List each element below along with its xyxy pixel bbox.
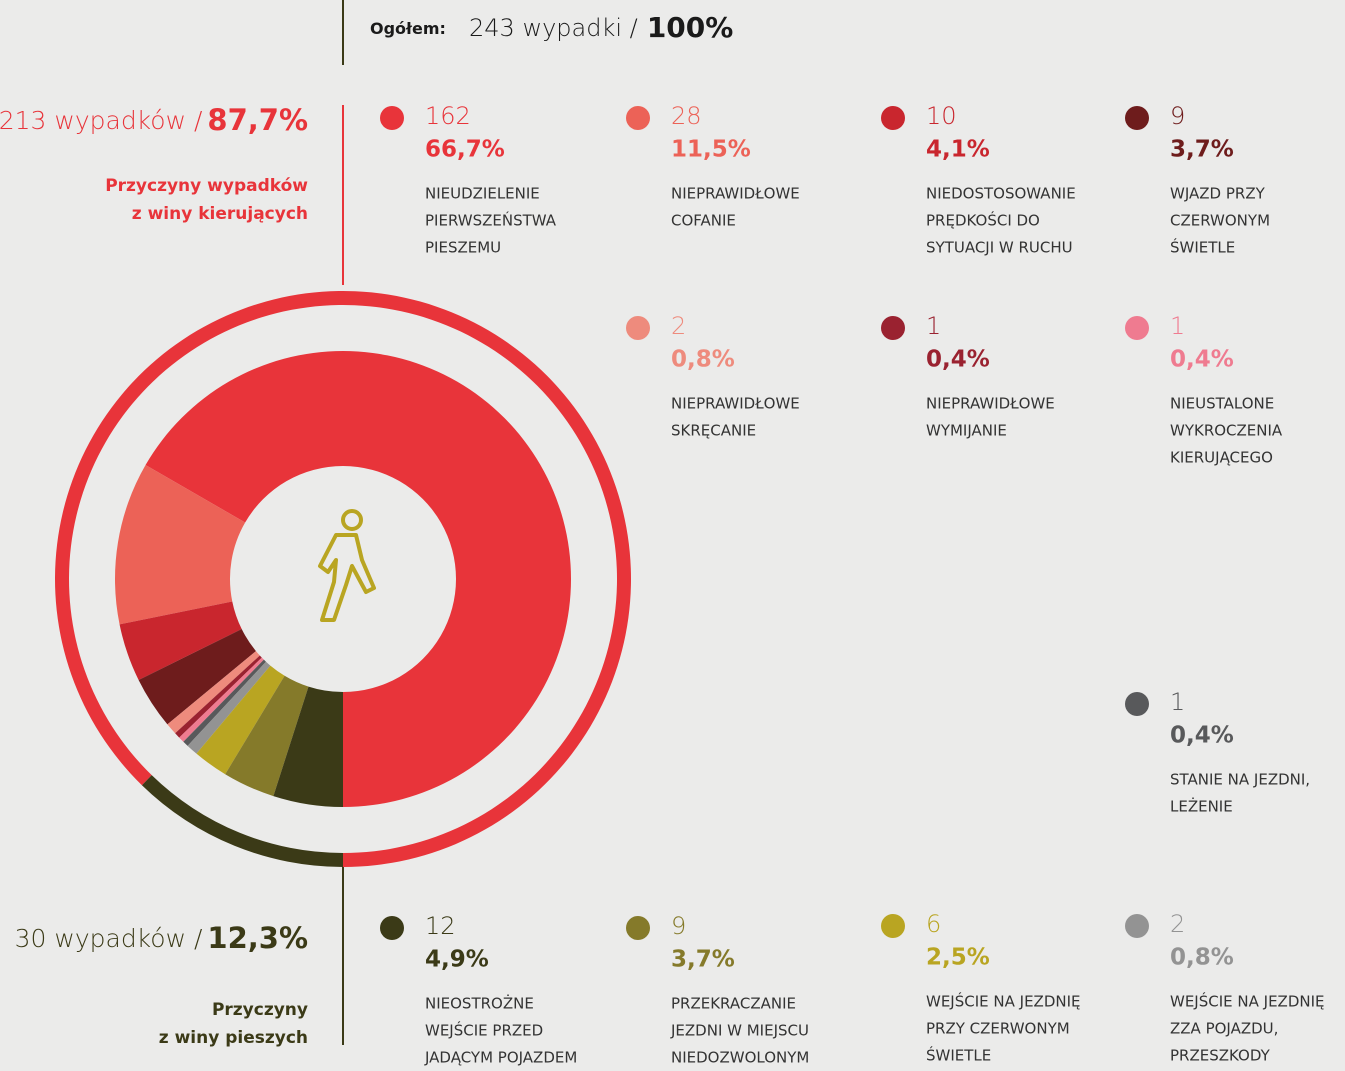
count-label: 1 [1170, 688, 1185, 716]
header-share: 100% [647, 11, 734, 44]
pedestrian-icon [318, 509, 376, 622]
slice [175, 655, 262, 738]
legend-name: NIEOSTROŻNE [425, 994, 534, 1013]
legend-name: ŚWIETLE [926, 1046, 991, 1065]
group-name: Przyczyny wypadków [105, 176, 308, 196]
legend-name: PRZY CZERWONYM [926, 1020, 1070, 1038]
legend-dot [1125, 316, 1149, 340]
legend-name: JEZDNI W MIEJSCU [670, 1022, 809, 1040]
group-count: 213 wypadków / [0, 106, 203, 135]
slice [187, 661, 271, 754]
header: Ogółem: 243 wypadki / 100% [370, 11, 733, 44]
legend-name: NIEUSTALONE [1170, 395, 1274, 413]
share-label: 4,9% [425, 947, 489, 973]
legend-dot [380, 106, 404, 130]
share-label: 11,5% [671, 137, 751, 163]
legend-name: PRZESZKODY [1170, 1047, 1271, 1065]
legend-dot [380, 916, 404, 940]
legend-dot [881, 914, 905, 938]
count-label: 6 [926, 910, 941, 938]
legend-name: PRĘDKOŚCI DO [926, 211, 1040, 230]
group-share: 12,3% [207, 921, 308, 955]
share-label: 0,8% [671, 347, 735, 373]
legend-dot [881, 316, 905, 340]
share-label: 66,7% [425, 137, 505, 163]
legend-dot [626, 316, 650, 340]
legend-dot [626, 916, 650, 940]
legend-dot [1125, 106, 1149, 130]
group-name: z winy kierujących [132, 204, 308, 224]
legend-name: COFANIE [671, 212, 736, 230]
legend-name: JADĄCYM POJAZDEM [424, 1049, 577, 1067]
share-label: 0,4% [1170, 347, 1234, 373]
count-label: 10 [926, 102, 957, 130]
legend-dot [1125, 692, 1149, 716]
slice [119, 601, 242, 681]
legend-name: KIERUJĄCEGO [1170, 449, 1273, 467]
group-share: 87,7% [207, 103, 308, 137]
group-count: 30 wypadków / [15, 924, 203, 953]
count-label: 12 [425, 912, 456, 940]
group-total: 213 wypadków /87,7% [0, 103, 308, 137]
slice [179, 657, 264, 742]
slice [183, 659, 266, 746]
legend-name: PIERWSZEŃSTWA [425, 211, 557, 230]
legend-dot [626, 106, 650, 130]
slice [273, 686, 343, 807]
legend-name: NIEPRAWIDŁOWE [671, 185, 800, 203]
group-total: 30 wypadków /12,3% [15, 921, 308, 955]
legend-name: WEJŚCIE PRZED [425, 1021, 543, 1040]
count-label: 2 [1170, 910, 1185, 938]
slice [145, 351, 571, 807]
count-label: 2 [671, 312, 686, 340]
share-label: 0,8% [1170, 945, 1234, 971]
legend-name: PRZEKRACZANIE [671, 995, 796, 1013]
legend-name: NIEUDZIELENIE [425, 185, 540, 203]
legend-name: NIEDOSTOSOWANIE [926, 185, 1076, 203]
legend-name: WJAZD PRZY [1170, 185, 1266, 203]
legend-name: WYKROCZENIA [1170, 422, 1283, 440]
legend-name: NIEDOZWOLONYM [671, 1049, 809, 1067]
share-label: 4,1% [926, 137, 990, 163]
count-label: 9 [1170, 102, 1185, 130]
legend-name: WEJŚCIE NA JEZDNIĘ [1170, 992, 1325, 1011]
group-arc [141, 775, 343, 867]
legend-name: SKRĘCANIE [671, 422, 756, 440]
legend-dot [881, 106, 905, 130]
share-label: 0,4% [926, 347, 990, 373]
group-name: z winy pieszych [159, 1028, 308, 1048]
legend-name: SYTUACJI W RUCHU [926, 239, 1073, 257]
legend-name: STANIE NA JEZDNI, [1170, 771, 1310, 789]
slice [115, 465, 246, 625]
legend-name: WYMIJANIE [926, 422, 1007, 440]
share-label: 0,4% [1170, 723, 1234, 749]
legend-name: ŚWIETLE [1170, 238, 1235, 257]
count-label: 28 [671, 102, 702, 130]
group-name: Przyczyny [212, 1000, 308, 1020]
legend-name: NIEPRAWIDŁOWE [671, 395, 800, 413]
header-total: 243 wypadki / [469, 14, 638, 42]
count-label: 162 [425, 102, 471, 130]
slice [225, 675, 309, 797]
header-label: Ogółem: [370, 19, 446, 38]
count-label: 1 [926, 312, 941, 340]
legend-name: NIEPRAWIDŁOWE [926, 395, 1055, 413]
legend-name: WEJŚCIE NA JEZDNIĘ [926, 992, 1081, 1011]
share-label: 3,7% [671, 947, 735, 973]
slice [167, 651, 260, 734]
legend-name: ZZA POJAZDU, [1170, 1020, 1278, 1038]
slice [138, 629, 256, 725]
count-label: 1 [1170, 312, 1185, 340]
legend-name: PIESZEMU [425, 239, 501, 257]
slice [196, 665, 285, 775]
share-label: 3,7% [1170, 137, 1234, 163]
share-label: 2,5% [926, 945, 990, 971]
legend-dot [1125, 914, 1149, 938]
count-label: 9 [671, 912, 686, 940]
legend-name: CZERWONYM [1170, 212, 1270, 230]
legend-name: LEŻENIE [1170, 797, 1233, 816]
